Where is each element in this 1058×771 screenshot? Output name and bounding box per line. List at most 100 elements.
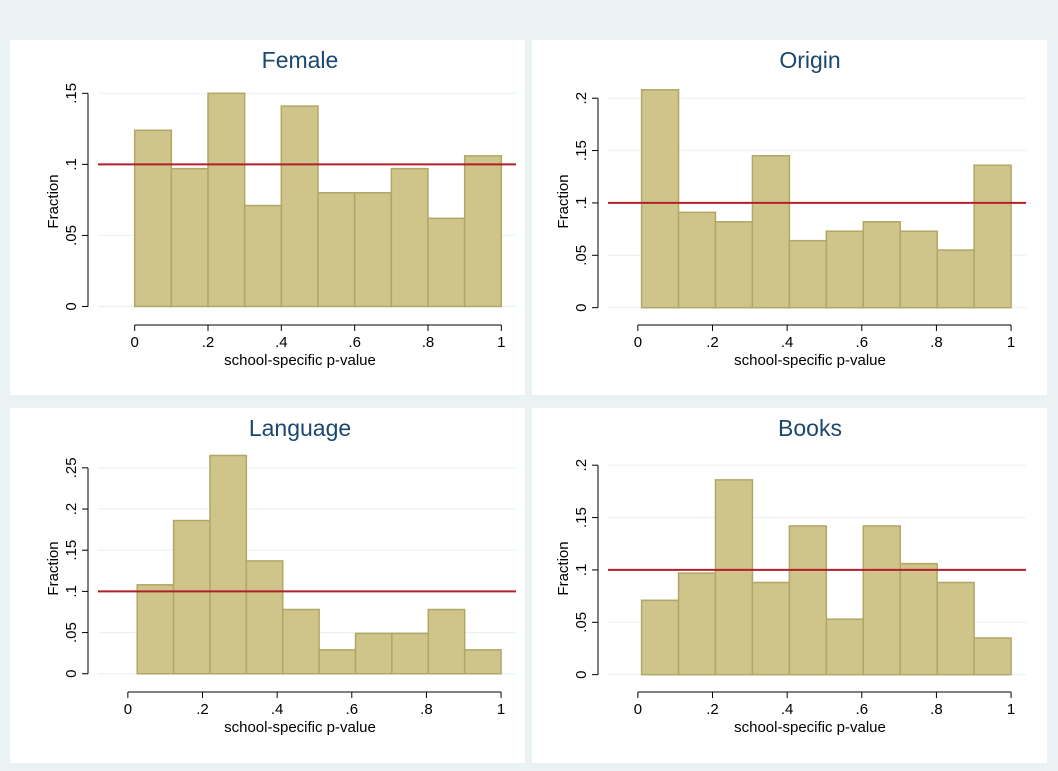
panel-female-bar [353,192,393,308]
panel-books-y-tick-label: 0 [573,670,590,678]
panel-origin-x-tick-label: .2 [706,334,719,351]
panel-language-bar [136,584,175,675]
panel-origin: 0 .05 .1 .15 .2 0 .2 .4 .6 .8 1 school-specific p-v… [532,40,1047,395]
panel-books-x-axis-title: school-specific p-value [734,719,886,736]
panel-female-x-axis-title: school-specific p-value [224,352,376,369]
panel-books-bar [677,572,717,676]
panel-books-x-tick-label: .6 [856,701,869,718]
panel-origin-x-tick-label: 1 [1007,334,1015,351]
panel-female-x-tick-label: .4 [275,334,288,351]
panel-origin-x-tick-label: .8 [930,334,943,351]
panel-origin-bar [677,211,717,309]
panel-origin-bar [862,221,901,309]
panel-female: 0 .05 .1 .15 0 .2 .4 .6 .8 1 school-specific p-val… [10,40,525,395]
panel-books-bar [899,562,938,676]
panel-books-bar [751,581,791,676]
panel-origin-bar [751,155,791,309]
panel-language-y-tick-label: 0 [63,670,80,678]
panel-books-y-tick-label: .15 [573,507,590,528]
panel-origin-bar [936,249,975,309]
panel-books-bar [825,618,865,676]
panel-female-x-tick-label: 1 [497,334,505,351]
panel-origin-x-tick-label: .6 [856,334,869,351]
panel-female-bar [280,105,319,308]
panel-language-bar [281,608,320,675]
panel-language-bar [391,632,430,675]
panel-female-y-tick-label: .1 [63,158,80,171]
panel-language-bar [172,519,211,675]
panel-language-x-tick-label: .4 [271,701,284,718]
panel-books-x-tick-label: 1 [1007,701,1015,718]
panel-language: 0 .05 .1 .15 .2 .25 0 .2 .4 .6 .8 1 school-specific … [10,408,525,763]
panel-books-x-tick-label: .8 [930,701,943,718]
panel-language-bar [427,608,466,675]
panel-books-y-tick-label: .2 [573,459,590,472]
panel-female-bar [243,204,283,308]
panel-female-y-axis-title: Fraction [45,174,62,228]
panel-language-y-tick-label: .15 [63,540,80,561]
panel-language-title: Language [249,415,351,441]
panel-origin-y-tick-label: .05 [573,245,590,266]
panel-origin-y-tick-label: 0 [573,303,590,311]
panel-language-y-axis-title: Fraction [45,541,62,595]
panel-origin-bar [973,164,1012,309]
panel-female-x-tick-label: .6 [348,334,361,351]
panel-female-bar [317,192,356,308]
panel-female-bar [207,92,246,308]
panel-origin-x-tick-label: 0 [634,334,642,351]
panel-language-bar [209,454,248,675]
panel-female-bar [427,217,466,308]
panel-female-y-tick-label: .15 [63,83,80,104]
panel-origin-bar [714,221,754,309]
panel-language-bar [318,649,357,675]
panel-origin-bar [899,230,938,309]
panel-origin-x-tick-label: .4 [781,334,794,351]
panel-female-title: Female [262,47,339,73]
panel-books-x-tick-label: 0 [634,701,642,718]
panel-books-y-tick-label: .05 [573,612,590,633]
panel-books-bar [788,525,828,676]
panel-female-x-tick-label: 0 [130,334,138,351]
panel-language-y-tick-label: .05 [63,622,80,643]
panel-books: 0 .05 .1 .15 .2 0 .2 .4 .6 .8 1 school-specific p-v… [532,408,1047,763]
panel-origin-y-tick-label: .1 [573,197,590,210]
panel-language-y-tick-label: .2 [63,503,80,516]
panel-female-x-tick-label: .8 [422,334,435,351]
panel-origin-bar [825,230,865,309]
panel-origin-title: Origin [779,47,840,73]
panel-books-bar [714,479,754,676]
panel-books-bar [973,637,1012,676]
panel-female-bar [170,167,209,308]
panel-language-x-tick-label: .6 [346,701,359,718]
panel-books-bar [936,581,975,676]
panel-language-bar [245,560,284,675]
panel-books-x-tick-label: .4 [781,701,794,718]
panel-books-x-tick-label: .2 [706,701,719,718]
panel-books-y-axis-title: Fraction [555,541,572,595]
panel-language-y-tick-label: .1 [63,585,80,598]
panel-origin-y-axis-title: Fraction [555,174,572,228]
panel-origin-x-axis-title: school-specific p-value [734,352,886,369]
panel-language-y-tick-label: .25 [63,457,80,478]
panel-books-bar [862,525,901,676]
panel-books-bar [640,599,680,676]
panel-language-x-tick-label: 1 [497,701,505,718]
panel-female-bar [390,167,429,308]
panel-language-x-tick-label: .2 [196,701,209,718]
panel-language-x-tick-label: .8 [420,701,433,718]
panel-origin-y-tick-label: .15 [573,140,590,161]
panel-books-title: Books [778,415,842,441]
panel-language-x-axis-title: school-specific p-value [224,719,376,736]
panel-origin-bar [640,89,680,309]
panel-books-y-tick-label: .1 [573,564,590,577]
panel-female-y-tick-label: .05 [63,225,80,246]
panel-origin-y-tick-label: .2 [573,92,590,105]
panel-female-y-tick-label: 0 [63,302,80,310]
panel-language-x-tick-label: 0 [124,701,132,718]
panel-origin-bar [788,239,828,309]
panel-female-bar [133,129,173,308]
panel-female-x-tick-label: .2 [202,334,215,351]
panel-language-bar [463,649,502,675]
panel-female-bar [463,155,503,308]
